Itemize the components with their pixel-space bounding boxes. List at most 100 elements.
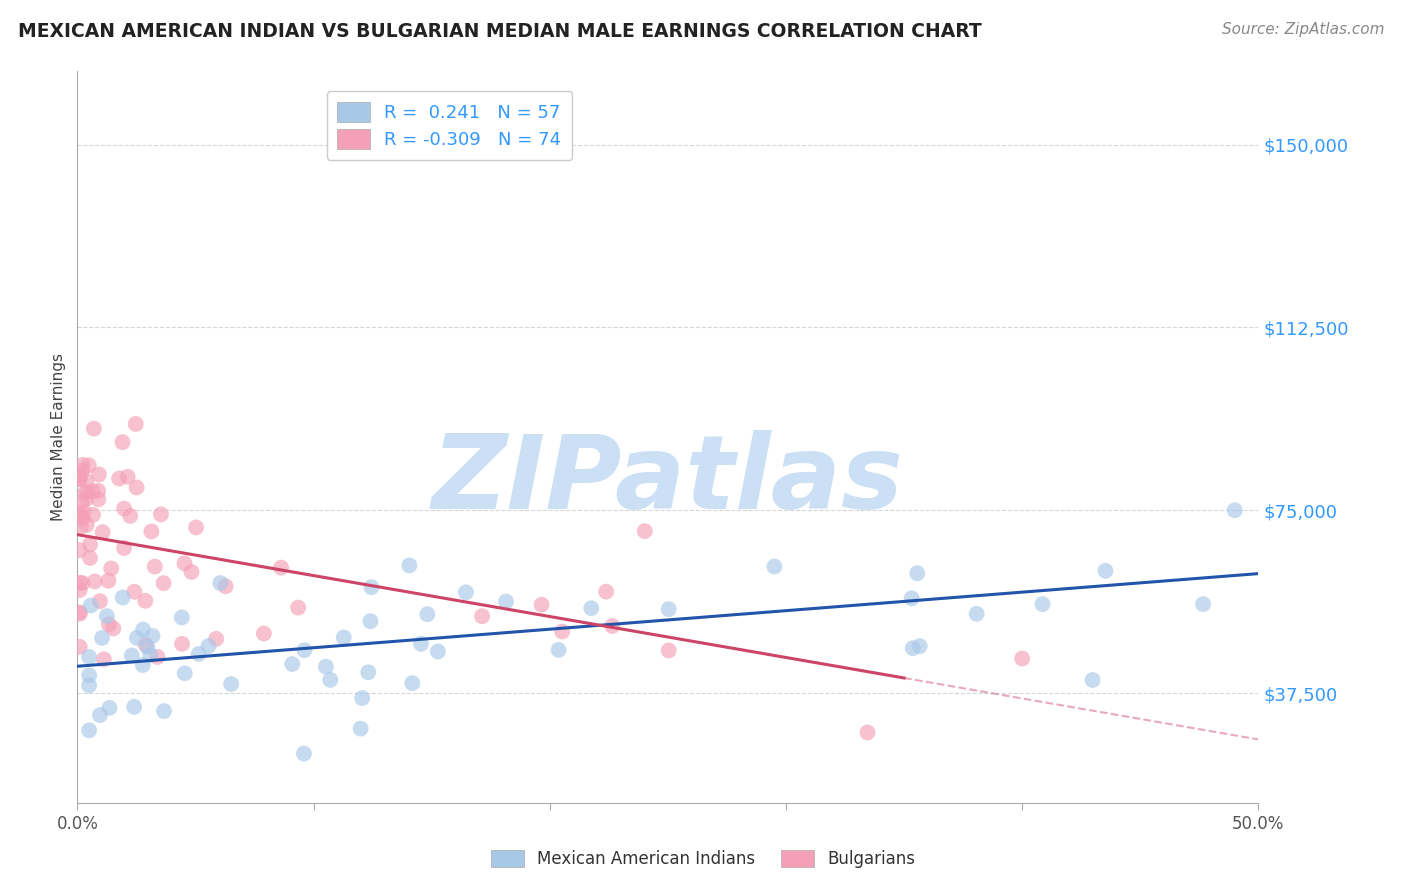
- Point: [80, 599, 103, 613]
- Point: [966, 607, 988, 621]
- Point: [401, 676, 423, 690]
- Point: [69, 472, 91, 486]
- Point: [75, 491, 97, 506]
- Point: [398, 558, 420, 573]
- Point: [125, 631, 148, 645]
- Point: [547, 643, 569, 657]
- Point: [205, 632, 228, 646]
- Point: [143, 559, 166, 574]
- Point: [292, 747, 315, 761]
- Point: [901, 641, 924, 656]
- Point: [495, 594, 517, 608]
- Point: [97, 574, 120, 588]
- Point: [349, 722, 371, 736]
- Point: [136, 640, 159, 654]
- Point: [908, 639, 931, 653]
- Point: [905, 566, 928, 581]
- Point: [658, 643, 681, 657]
- Point: [72, 576, 94, 591]
- Point: [187, 647, 209, 661]
- Point: [79, 551, 101, 566]
- Point: [135, 638, 157, 652]
- Point: [112, 541, 135, 555]
- Point: [454, 585, 477, 599]
- Point: [72, 505, 94, 519]
- Point: [82, 484, 104, 499]
- Point: [69, 472, 91, 486]
- Point: [134, 594, 156, 608]
- Y-axis label: Median Male Earnings: Median Male Earnings: [51, 353, 66, 521]
- Point: [87, 492, 110, 507]
- Legend: Mexican American Indians, Bulgarians: Mexican American Indians, Bulgarians: [484, 843, 922, 875]
- Point: [91, 631, 114, 645]
- Point: [87, 467, 110, 482]
- Point: [173, 666, 195, 681]
- Text: MEXICAN AMERICAN INDIAN VS BULGARIAN MEDIAN MALE EARNINGS CORRELATION CHART: MEXICAN AMERICAN INDIAN VS BULGARIAN MED…: [18, 22, 981, 41]
- Point: [77, 650, 100, 665]
- Point: [108, 471, 131, 485]
- Point: [1011, 651, 1033, 665]
- Point: [69, 506, 91, 520]
- Point: [70, 519, 93, 533]
- Point: [125, 481, 148, 495]
- Point: [1192, 597, 1215, 611]
- Point: [139, 648, 162, 662]
- Point: [253, 626, 276, 640]
- Point: [146, 650, 169, 665]
- Point: [287, 600, 309, 615]
- Point: [72, 511, 94, 525]
- Point: [409, 637, 432, 651]
- Point: [82, 508, 104, 522]
- Point: [209, 576, 232, 591]
- Point: [69, 582, 91, 597]
- Point: [69, 607, 91, 621]
- Point: [103, 622, 125, 636]
- Point: [91, 525, 114, 540]
- Point: [219, 677, 242, 691]
- Point: [281, 657, 304, 671]
- Point: [83, 422, 105, 436]
- Point: [69, 543, 91, 558]
- Point: [900, 591, 922, 606]
- Point: [152, 576, 174, 591]
- Point: [69, 468, 91, 483]
- Point: [658, 602, 681, 616]
- Point: [122, 699, 145, 714]
- Point: [1094, 564, 1116, 578]
- Point: [125, 417, 148, 431]
- Point: [170, 610, 193, 624]
- Point: [352, 691, 374, 706]
- Point: [111, 435, 134, 450]
- Point: [87, 483, 110, 498]
- Point: [1081, 673, 1104, 687]
- Point: [856, 725, 879, 739]
- Point: [1223, 503, 1246, 517]
- Point: [197, 639, 219, 653]
- Point: [294, 643, 316, 657]
- Point: [595, 584, 617, 599]
- Point: [124, 584, 146, 599]
- Point: [315, 659, 337, 673]
- Point: [471, 609, 494, 624]
- Point: [76, 518, 98, 533]
- Point: [184, 520, 207, 534]
- Point: [100, 561, 122, 575]
- Point: [173, 556, 195, 570]
- Point: [76, 475, 98, 489]
- Point: [98, 617, 121, 632]
- Point: [72, 463, 94, 477]
- Point: [89, 708, 111, 723]
- Point: [530, 598, 553, 612]
- Point: [77, 458, 100, 473]
- Point: [602, 619, 624, 633]
- Point: [426, 644, 449, 658]
- Point: [89, 594, 111, 608]
- Point: [319, 673, 342, 687]
- Point: [77, 668, 100, 682]
- Text: ZIPatlas: ZIPatlas: [432, 431, 904, 532]
- Legend: R =  0.241   N = 57, R = -0.309   N = 74: R = 0.241 N = 57, R = -0.309 N = 74: [326, 91, 572, 160]
- Point: [79, 537, 101, 551]
- Point: [333, 631, 356, 645]
- Point: [170, 637, 193, 651]
- Point: [132, 623, 155, 637]
